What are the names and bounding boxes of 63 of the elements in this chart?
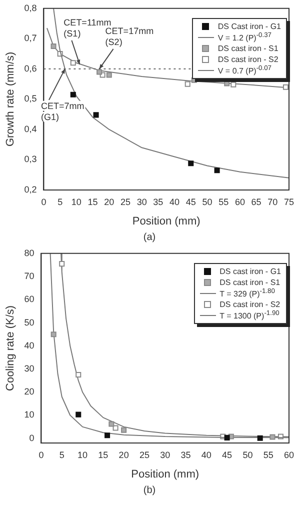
- legend-label: T = 329 (P)$^{-1.80}$: [220, 288, 275, 299]
- text: (b): [142, 485, 157, 498]
- x-tick-label: 60: [234, 196, 245, 207]
- y-tick-label: 40: [24, 340, 34, 350]
- legend-label: DS cast iron - G1: [220, 267, 281, 276]
- x-tick-label: 50: [242, 450, 253, 460]
- x-tick-label: 75: [284, 196, 294, 207]
- x-tick-label: 55: [263, 450, 274, 460]
- x-tick-label: 20: [118, 450, 129, 460]
- y-tick-label: 70: [24, 271, 34, 282]
- x-tick-label: 20: [104, 196, 114, 207]
- y-tick-label: 0,2: [24, 184, 37, 194]
- x-tick-label: 25: [139, 450, 150, 460]
- x-tick-label: 15: [98, 450, 108, 460]
- x-tick-label: 35: [153, 196, 164, 207]
- y-axis-title: Growth rate (mm/s): [4, 52, 17, 147]
- text: (a): [142, 232, 157, 245]
- annotation: CET=7mm (G1): [40, 100, 84, 122]
- x-axis-title: Position (mm): [131, 468, 200, 480]
- y-tick-label: 0,4: [24, 124, 37, 134]
- y-tick-label: 80: [24, 248, 34, 258]
- legend-label: T = 1300 (P)$^{-1.90}$: [220, 310, 280, 321]
- x-tick-label: 55: [218, 196, 229, 207]
- legend-label: DS cast iron - S1: [220, 278, 280, 287]
- x-tick-label: 70: [268, 196, 278, 207]
- x-tick-label: 10: [71, 196, 82, 207]
- x-tick-label: 60: [284, 450, 294, 460]
- x-tick-label: 40: [170, 196, 180, 207]
- x-tick-label: 10: [78, 450, 88, 460]
- x-tick-label: 35: [180, 450, 191, 460]
- y-axis-title: Cooling rate (K/s): [4, 305, 17, 391]
- y-tick-label: 50: [24, 317, 34, 328]
- x-tick-label: 65: [251, 196, 262, 207]
- y-tick-label: 0,3: [24, 154, 37, 164]
- x-tick-label: 5: [58, 196, 63, 207]
- y-tick-label: 0: [29, 432, 34, 443]
- x-tick-label: 40: [201, 450, 212, 460]
- x-tick-label: 30: [136, 196, 147, 207]
- x-axis-title: Position (mm): [132, 215, 200, 228]
- y-tick-label: 0,5: [24, 94, 37, 104]
- y-tick-label: 0,7: [24, 33, 37, 44]
- x-tick-label: 45: [186, 196, 196, 207]
- legend-label: DS cast iron - S2: [220, 300, 280, 309]
- x-tick-label: 0: [41, 196, 46, 207]
- x-tick-label: 15: [88, 196, 98, 207]
- legend-label: DS Cast iron - G1: [218, 22, 281, 31]
- y-tick-label: 0,8: [24, 2, 37, 13]
- x-tick-label: 30: [160, 450, 170, 460]
- x-tick-label: 0: [38, 450, 44, 460]
- y-tick-label: 20: [24, 386, 34, 397]
- y-tick-label: 30: [24, 363, 34, 374]
- legend-label: DS cast iron - S2: [218, 55, 278, 64]
- legend-label: V = 1.2 (P)$^{-0.37}$: [218, 32, 272, 43]
- x-tick-label: 5: [59, 450, 64, 460]
- y-tick-label: 10: [24, 410, 34, 420]
- x-tick-label: 50: [202, 196, 212, 207]
- y-tick-label: 60: [24, 294, 34, 304]
- y-tick-label: 0,6: [24, 63, 37, 74]
- legend-label: V = 0.7 (P)$^{-0.07}$: [218, 65, 272, 76]
- x-tick-label: 45: [222, 450, 232, 460]
- x-tick-label: 25: [120, 196, 130, 207]
- annotation: CET=17mm (S2): [105, 26, 154, 47]
- legend-label: DS cast iron - S1: [218, 44, 278, 53]
